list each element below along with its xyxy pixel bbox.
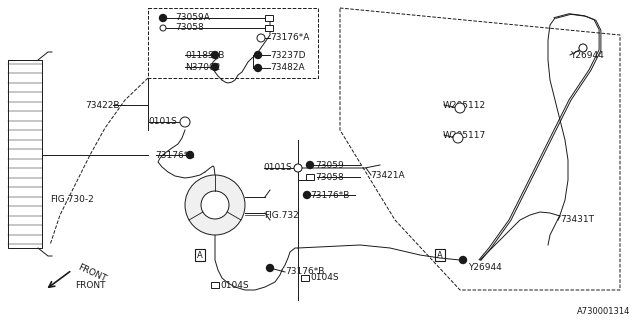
Text: 73059: 73059 <box>315 161 344 170</box>
Text: 73058: 73058 <box>175 23 204 33</box>
Text: 73431T: 73431T <box>560 215 594 225</box>
Text: Y26944: Y26944 <box>570 51 604 60</box>
Bar <box>265 15 273 21</box>
Circle shape <box>294 164 301 172</box>
Circle shape <box>456 105 463 111</box>
Text: 73176*B: 73176*B <box>285 268 324 276</box>
Circle shape <box>307 162 314 169</box>
Circle shape <box>579 44 587 52</box>
Circle shape <box>579 44 586 52</box>
Bar <box>306 174 314 180</box>
Bar <box>265 25 273 31</box>
Text: 73422B: 73422B <box>85 100 120 109</box>
Circle shape <box>182 118 189 125</box>
Text: Y26944: Y26944 <box>468 263 502 273</box>
Circle shape <box>160 25 166 31</box>
Circle shape <box>186 151 193 158</box>
Circle shape <box>294 164 302 172</box>
Text: FIG.730-2: FIG.730-2 <box>50 196 93 204</box>
Circle shape <box>455 103 465 113</box>
Text: FRONT: FRONT <box>75 281 106 290</box>
Text: 73237D: 73237D <box>270 51 305 60</box>
Circle shape <box>255 52 262 59</box>
Text: A: A <box>197 251 203 260</box>
Text: 73059A: 73059A <box>175 13 210 22</box>
Text: 73482A: 73482A <box>270 63 305 73</box>
Text: 0101S: 0101S <box>148 117 177 126</box>
Circle shape <box>211 52 218 59</box>
Bar <box>301 275 309 281</box>
Text: 73176*B: 73176*B <box>310 190 349 199</box>
Text: 73176*A: 73176*A <box>270 34 309 43</box>
Circle shape <box>180 117 190 127</box>
Text: 0101S: 0101S <box>263 164 292 172</box>
Text: N37002: N37002 <box>185 62 220 71</box>
Circle shape <box>159 14 166 21</box>
Text: 0104S: 0104S <box>310 274 339 283</box>
Circle shape <box>201 191 229 219</box>
Bar <box>211 282 219 288</box>
Circle shape <box>211 63 218 70</box>
Text: 0118S*B: 0118S*B <box>185 51 225 60</box>
Circle shape <box>257 34 265 42</box>
Text: FIG.732: FIG.732 <box>264 211 299 220</box>
Circle shape <box>255 65 262 71</box>
Circle shape <box>453 133 463 143</box>
Circle shape <box>266 265 273 271</box>
Circle shape <box>460 257 467 263</box>
Text: W205117: W205117 <box>443 131 486 140</box>
Text: 0104S: 0104S <box>220 281 248 290</box>
Circle shape <box>454 134 461 141</box>
Text: A730001314: A730001314 <box>577 308 630 316</box>
Text: W205112: W205112 <box>443 100 486 109</box>
Circle shape <box>303 191 310 198</box>
Text: 73421A: 73421A <box>370 171 404 180</box>
Circle shape <box>185 175 245 235</box>
Text: FRONT: FRONT <box>76 262 108 284</box>
Text: 73058: 73058 <box>315 172 344 181</box>
Text: 73176*A: 73176*A <box>155 150 195 159</box>
Text: A: A <box>437 251 443 260</box>
